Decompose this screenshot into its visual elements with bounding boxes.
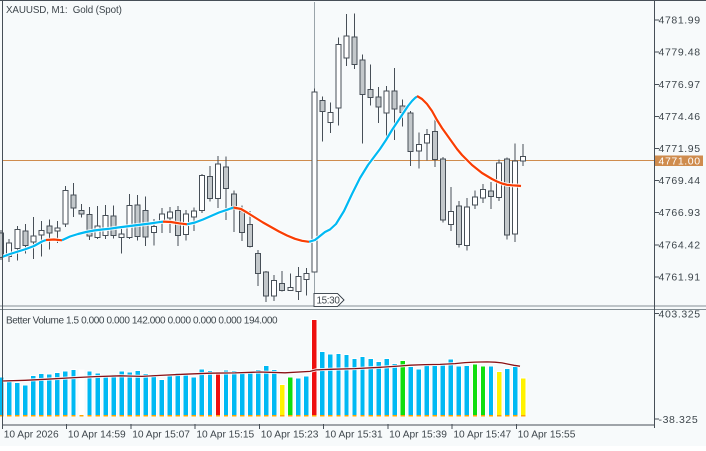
svg-text:10 Apr 2026: 10 Apr 2026 xyxy=(4,430,59,441)
svg-text:10 Apr 15:23: 10 Apr 15:23 xyxy=(261,430,319,441)
svg-text:403.325: 403.325 xyxy=(659,309,701,321)
svg-text:Better Volume 1.5 0.000 0.000: Better Volume 1.5 0.000 0.000 142.000 0.… xyxy=(6,316,278,327)
svg-text:4776.97: 4776.97 xyxy=(659,79,701,91)
svg-text:-38.325: -38.325 xyxy=(659,414,699,426)
svg-text:10 Apr 15:47: 10 Apr 15:47 xyxy=(453,430,511,441)
svg-text:4774.46: 4774.46 xyxy=(659,111,701,123)
svg-text:10 Apr 15:55: 10 Apr 15:55 xyxy=(518,430,576,441)
svg-text:10 Apr 15:31: 10 Apr 15:31 xyxy=(325,430,383,441)
svg-text:4779.48: 4779.48 xyxy=(659,47,701,59)
svg-text:10 Apr 15:15: 10 Apr 15:15 xyxy=(196,430,254,441)
svg-text:4761.91: 4761.91 xyxy=(659,271,701,283)
svg-text:4764.42: 4764.42 xyxy=(659,239,701,251)
svg-text:10 Apr 15:07: 10 Apr 15:07 xyxy=(132,430,190,441)
svg-text:15:30: 15:30 xyxy=(317,296,341,307)
svg-text:10 Apr 14:59: 10 Apr 14:59 xyxy=(68,430,126,441)
svg-text:4766.93: 4766.93 xyxy=(659,207,701,219)
svg-text:4781.99: 4781.99 xyxy=(659,15,701,27)
svg-text:10 Apr 15:39: 10 Apr 15:39 xyxy=(389,430,447,441)
svg-text:4769.44: 4769.44 xyxy=(659,175,701,187)
svg-text:XAUUSD, M1: Gold (Spot): XAUUSD, M1: Gold (Spot) xyxy=(6,5,122,16)
svg-text:4771.00: 4771.00 xyxy=(659,155,701,167)
svg-text:4771.95: 4771.95 xyxy=(659,143,701,155)
